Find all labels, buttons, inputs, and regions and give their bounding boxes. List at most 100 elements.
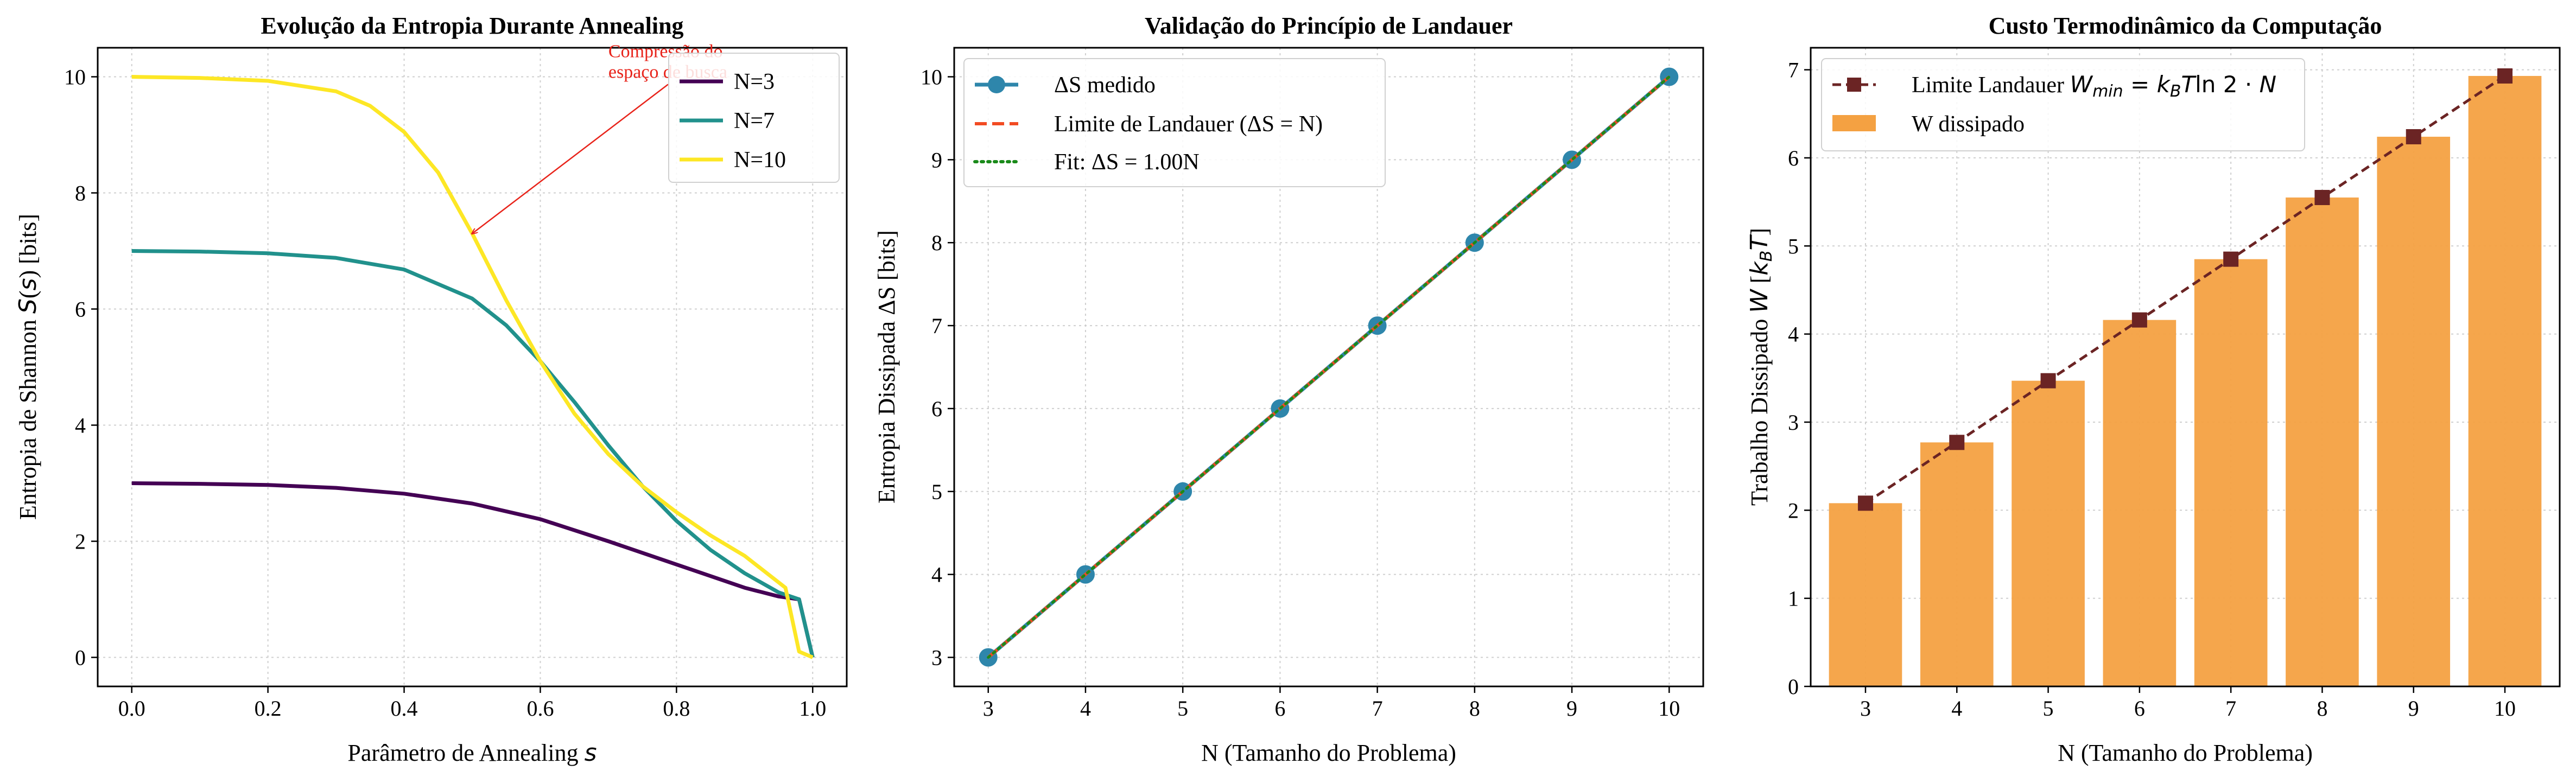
thermodynamic-cost-chart: 3 4 5 6 7 8 9 10 0 1 2 3 4 5 6 7 Custo Termodinâmico d… [1746,12,2561,766]
series-line-n7 [131,249,815,658]
x-tick-label: 5 [2043,696,2054,721]
series-line-landauer-limit [1864,74,2506,505]
x-tick-label: 0.8 [663,696,690,721]
x-tick-label: 9 [1566,696,1577,721]
data-point-landauer-limit [2131,312,2147,328]
y-tick-label: 7 [1788,58,1799,82]
data-point-landauer-limit [2497,68,2513,84]
y-tick-label: 5 [931,480,942,504]
x-tick-label: 4 [1080,696,1091,721]
y-tick-label: 0 [1788,674,1799,699]
x-tick-label: 9 [2408,696,2419,721]
legend-marker-landauer-limit [1847,78,1861,92]
bar-w-dissipated [1829,503,1902,686]
data-point-landauer-limit [1857,495,1873,511]
entropy-evolution-chart: 0.0 0.2 0.4 0.6 0.8 1.0 0 2 4 6 8 10 Evolução da E… [14,12,848,767]
y-tick-label: 6 [931,397,942,421]
legend-label-measured: ΔS medido [1054,73,1156,98]
x-axis-label: N (Tamanho do Problema) [2058,740,2313,766]
legend-label-n7: N=7 [734,109,775,133]
bar-w-dissipated [2286,197,2359,686]
data-point-landauer-limit [2314,189,2330,205]
plot-frame [97,47,848,687]
y-tick-labels: 3 4 5 6 7 8 9 10 [921,65,954,670]
legend-label-landauer-limit: Limite Landauer Wmin = kBTln 2 · N [1912,71,2276,101]
y-tick-labels: 0 1 2 3 4 5 6 7 [1788,58,1811,699]
y-tick-labels: 0 2 4 6 8 10 [64,65,98,670]
x-tick-label: 7 [1372,696,1383,721]
x-tick-label: 0.4 [391,696,418,721]
bar-w-dissipated [2012,380,2085,686]
legend-label-landauer: Limite de Landauer (ΔS = N) [1054,112,1323,137]
y-tick-label: 2 [1788,498,1799,523]
x-tick-label: 8 [2317,696,2327,721]
x-tick-label: 0.0 [118,696,145,721]
y-tick-label: 6 [1788,146,1799,170]
x-axis-label: Parâmetro de Annealing s [347,739,597,767]
y-tick-label: 3 [931,646,942,670]
legend: ΔS medido Limite de Landauer (ΔS = N) Fi… [963,58,1386,187]
series-line-n3 [131,481,815,658]
legend-label-n3: N=3 [734,69,775,94]
bar-w-dissipated [2103,320,2177,686]
x-tick-label: 6 [1274,696,1285,721]
legend: N=3 N=7 N=10 [668,53,840,183]
x-tick-label: 8 [1469,696,1480,721]
y-axis-label: Entropia Dissipada ΔS [bits] [873,230,900,504]
x-tick-labels: 3 4 5 6 7 8 9 10 [1860,686,2516,721]
y-tick-label: 1 [1788,587,1799,611]
y-tick-label: 0 [75,646,86,670]
x-tick-label: 0.2 [255,696,282,721]
legend-marker-measured [988,76,1005,93]
series-lines [979,67,1679,667]
series-line-n10 [131,75,814,659]
y-tick-label: 2 [75,530,86,554]
y-tick-label: 8 [75,181,86,206]
landauer-validation-chart: 3 4 5 6 7 8 9 10 3 4 5 6 7 8 9 10 Validação do Princíp… [873,12,1704,766]
x-tick-label: 10 [2494,696,2516,721]
data-point-landauer-limit [1949,435,1965,450]
y-tick-label: 3 [1788,410,1799,435]
y-tick-label: 4 [1788,322,1799,347]
y-axis-label: Trabalho Dissipado W [kBT] [1746,228,1776,506]
x-tick-label: 6 [2134,696,2145,721]
annotation-arrow [472,84,669,234]
legend-label-fit: Fit: ΔS = 1.00N [1054,150,1200,175]
y-tick-label: 4 [75,413,86,438]
y-tick-label: 5 [1788,234,1799,258]
x-tick-labels: 3 4 5 6 7 8 9 10 [983,686,1680,721]
y-tick-label: 10 [921,65,942,90]
y-axis-label: Entropia de Shannon S(s) [bits] [14,214,42,520]
bars [1829,75,2542,687]
legend: Limite Landauer Wmin = kBTln 2 · N W dis… [1821,58,2305,151]
series-lines [1857,68,2513,511]
y-tick-label: 9 [931,148,942,172]
series-lines [131,75,815,659]
plot-frame [953,47,1704,687]
bar-w-dissipated [1920,442,1994,686]
plot-frame [1810,47,2561,687]
bar-w-dissipated [2377,136,2451,687]
y-tick-label: 4 [931,563,942,587]
legend-label-w-dissipated: W dissipado [1912,112,2025,137]
legend-swatch-w-dissipated [1832,115,1876,131]
y-tick-label: 7 [931,314,942,338]
chart-title: Evolução da Entropia Durante Annealing [261,12,683,39]
x-tick-label: 4 [1951,696,1962,721]
chart-title: Custo Termodinâmico da Computação [1989,12,2382,39]
bar-w-dissipated [2468,75,2542,687]
x-tick-label: 5 [1177,696,1188,721]
legend-label-n10: N=10 [734,148,786,173]
x-tick-label: 0.6 [526,696,554,721]
series-line-fit [987,75,1671,659]
x-tick-labels: 0.0 0.2 0.4 0.6 0.8 1.0 [118,686,826,721]
x-axis-label: N (Tamanho do Problema) [1201,740,1456,766]
x-tick-label: 3 [983,696,994,721]
grid [98,48,847,686]
x-tick-label: 7 [2225,696,2236,721]
x-tick-label: 3 [1860,696,1871,721]
y-tick-label: 8 [931,231,942,255]
x-tick-label: 1.0 [799,696,826,721]
data-point-landauer-limit [2406,129,2421,144]
